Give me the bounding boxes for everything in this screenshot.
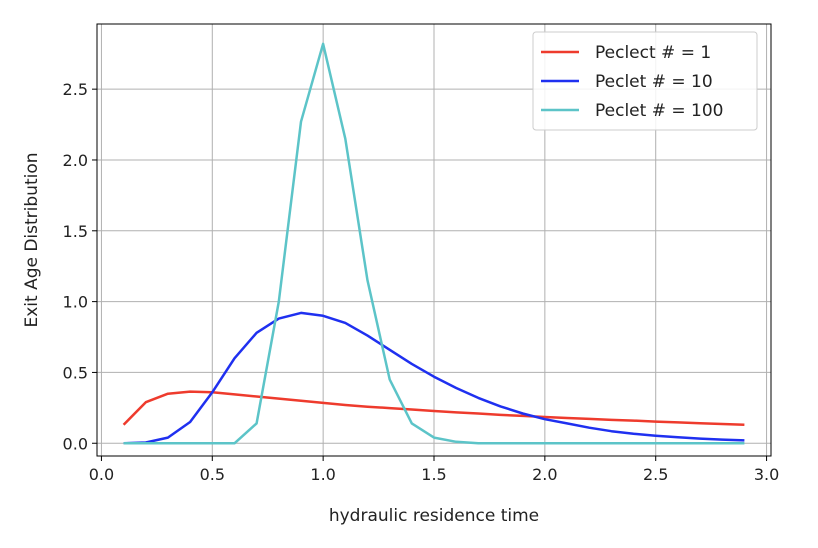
tick-layer: 0.0 0.5 1.0 1.5 2.0 2.5 3.0 0.0 0.5 1.0 1.5 2.0 2.5 xyxy=(63,80,780,484)
x-tick-label: 3.0 xyxy=(754,465,779,484)
x-axis-label: hydraulic residence time xyxy=(329,506,539,526)
legend-box xyxy=(532,31,758,131)
y-tick-label: 0.0 xyxy=(63,434,88,453)
x-tick-label: 2.5 xyxy=(643,465,668,484)
y-tick-label: 2.0 xyxy=(63,151,88,170)
series-line-peclet-10 xyxy=(123,311,745,445)
y-axis-label: Exit Age Distribution xyxy=(22,152,42,327)
x-tick-label: 2.0 xyxy=(532,465,557,484)
y-tick-label: 1.0 xyxy=(63,293,88,312)
x-tick-label: 1.0 xyxy=(310,465,335,484)
legend: Peclect # = 1 Peclet # = 10 Peclet # = 1… xyxy=(532,31,758,131)
series-line-peclet-100 xyxy=(123,42,745,445)
legend-label-peclet-10: Peclet # = 10 xyxy=(595,72,713,92)
y-tick-label: 2.5 xyxy=(63,80,88,99)
legend-label-peclet-1: Peclect # = 1 xyxy=(595,43,711,63)
legend-label-peclet-100: Peclet # = 100 xyxy=(595,101,723,121)
x-tick-label: 1.5 xyxy=(421,465,446,484)
x-tick-label: 0.5 xyxy=(200,465,225,484)
series-line-peclet-1 xyxy=(122,390,745,427)
series-layer xyxy=(122,42,745,445)
x-tick-label: 0.0 xyxy=(89,465,114,484)
y-tick-label: 1.5 xyxy=(63,222,88,241)
y-tick-label: 0.5 xyxy=(63,363,88,382)
